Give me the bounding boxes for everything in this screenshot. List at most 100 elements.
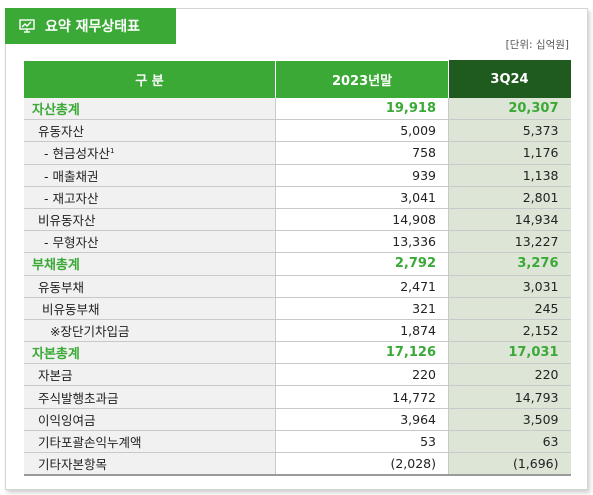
cell-value: 758 xyxy=(275,141,449,165)
table-row: 유동자산 5,009 5,373 xyxy=(24,119,571,143)
row-label: ※장단기차입금 xyxy=(24,319,276,343)
cell-value: 13,336 xyxy=(275,230,449,254)
label-text: - 매출채권 xyxy=(44,168,99,184)
table-row: 이익잉여금 3,964 3,509 xyxy=(24,408,571,431)
cell-value: 13,227 xyxy=(448,230,571,254)
header-row: 구 분 2023년말 3Q24 xyxy=(24,60,571,98)
value-text: 5,009 xyxy=(400,123,436,139)
cell-value: 14,908 xyxy=(275,208,449,232)
cell-value: 1,138 xyxy=(448,164,571,187)
cell-value: 20,307 xyxy=(448,97,571,121)
cell-value: 3,964 xyxy=(275,408,449,431)
row-label: - 재고자산 xyxy=(24,186,276,209)
cell-value: 3,509 xyxy=(448,408,571,431)
cell-value: (2,028) xyxy=(275,452,449,477)
value-text: 53 xyxy=(420,433,436,449)
table-row: 주식발행초과금 14,772 14,793 xyxy=(24,385,571,409)
value-text: 17,126 xyxy=(385,345,436,361)
row-label: 자본금 xyxy=(24,363,276,387)
cell-value: 14,793 xyxy=(448,385,571,409)
chart-icon xyxy=(19,19,35,33)
title: 요약 재무상태표 xyxy=(45,19,141,35)
value-text: 245 xyxy=(534,300,559,316)
label-text: - 현금성자산 xyxy=(44,146,110,162)
value-text: 758 xyxy=(412,145,436,161)
label-text: 기타포괄손익누계액 xyxy=(38,434,142,450)
value-text: 3,041 xyxy=(400,189,436,205)
value-text: 3,964 xyxy=(400,411,436,427)
table-row: 자산총계 19,918 20,307 xyxy=(24,97,571,121)
cell-value: 220 xyxy=(275,363,449,387)
cell-value: 14,934 xyxy=(448,208,571,232)
table-row: 기타포괄손익누계액 53 63 xyxy=(24,430,571,454)
table-row: - 매출채권 939 1,138 xyxy=(24,164,571,187)
label-text: 비유동자산 xyxy=(38,213,96,229)
value-text: 220 xyxy=(534,367,559,383)
cell-value: 17,031 xyxy=(448,341,571,365)
value-text: 939 xyxy=(412,167,436,183)
row-label: 주식발행초과금 xyxy=(24,385,276,409)
row-label: 자본총계 xyxy=(24,341,276,365)
table-row: 유동부채 2,471 3,031 xyxy=(24,275,571,298)
label-text: 주식발행초과금 xyxy=(38,390,119,406)
value-text: 2,792 xyxy=(394,256,436,272)
value-text: 63 xyxy=(542,433,559,449)
section-tab: 요약 재무상태표 xyxy=(5,8,176,44)
value-text: 14,793 xyxy=(514,389,559,405)
value-text: 2,801 xyxy=(522,189,559,205)
row-label: 기타자본항목 xyxy=(24,452,276,477)
cell-value: 2,471 xyxy=(275,275,449,298)
cell-value: 53 xyxy=(275,430,449,454)
column-header: 구 분 xyxy=(24,60,276,98)
value-text: 13,336 xyxy=(392,234,436,250)
label-text: 기타자본항목 xyxy=(38,457,108,473)
cell-value: 3,276 xyxy=(448,252,571,276)
column-header: 3Q24 xyxy=(448,60,571,98)
label-text: 이익잉여금 xyxy=(38,412,96,428)
row-label: 부채총계 xyxy=(24,252,276,276)
table-row: 비유동자산 14,908 14,934 xyxy=(24,208,571,232)
cell-value: 1,874 xyxy=(275,319,449,343)
cell-value: 245 xyxy=(448,297,571,320)
table-row: - 무형자산 13,336 13,227 xyxy=(24,230,571,254)
cell-value: 5,373 xyxy=(448,119,571,143)
label-text: 자본총계 xyxy=(32,347,80,363)
value-text: 321 xyxy=(412,300,436,316)
label-text: 자본금 xyxy=(38,368,73,384)
value-text: 2,152 xyxy=(522,322,559,338)
value-text: 220 xyxy=(412,367,436,383)
cell-value: 220 xyxy=(448,363,571,387)
cell-value: 321 xyxy=(275,297,449,320)
table-row: - 현금성자산1 758 1,176 xyxy=(24,141,571,165)
value-text: 14,934 xyxy=(514,212,559,228)
cell-value: 1,176 xyxy=(448,141,571,165)
row-label: - 무형자산 xyxy=(24,230,276,254)
cell-value: 14,772 xyxy=(275,385,449,409)
cell-value: 63 xyxy=(448,430,571,454)
row-label: 유동부채 xyxy=(24,275,276,298)
label-text: ※장단기차입금 xyxy=(50,323,130,339)
value-text: (2,028) xyxy=(390,456,436,472)
value-text: 2,471 xyxy=(400,278,436,294)
cell-value: 3,041 xyxy=(275,186,449,209)
label-text: 비유동부채 xyxy=(42,301,100,317)
cell-value: 3,031 xyxy=(448,275,571,298)
value-text: 17,031 xyxy=(508,345,559,361)
balance-table: 구 분 2023년말 3Q24 자산총계 19,918 20,307 유동자산 5,00… xyxy=(24,60,571,477)
value-text: 5,373 xyxy=(522,123,559,139)
value-text: 14,908 xyxy=(392,212,436,228)
cell-value: 2,801 xyxy=(448,186,571,209)
table-row: ※장단기차입금 1,874 2,152 xyxy=(24,319,571,343)
table-row: 비유동부채 321 245 xyxy=(24,297,571,320)
unit-note: [단위: 십억원] xyxy=(505,39,569,51)
value-text: (1,696) xyxy=(512,456,559,472)
cell-value: 2,152 xyxy=(448,319,571,343)
row-label: - 현금성자산1 xyxy=(24,141,276,165)
row-label: 이익잉여금 xyxy=(24,408,276,431)
cell-value: 19,918 xyxy=(275,97,449,121)
value-text: 20,307 xyxy=(508,101,559,117)
cell-value: 5,009 xyxy=(275,119,449,143)
row-label: 비유동자산 xyxy=(24,208,276,232)
cell-value: (1,696) xyxy=(448,452,571,477)
